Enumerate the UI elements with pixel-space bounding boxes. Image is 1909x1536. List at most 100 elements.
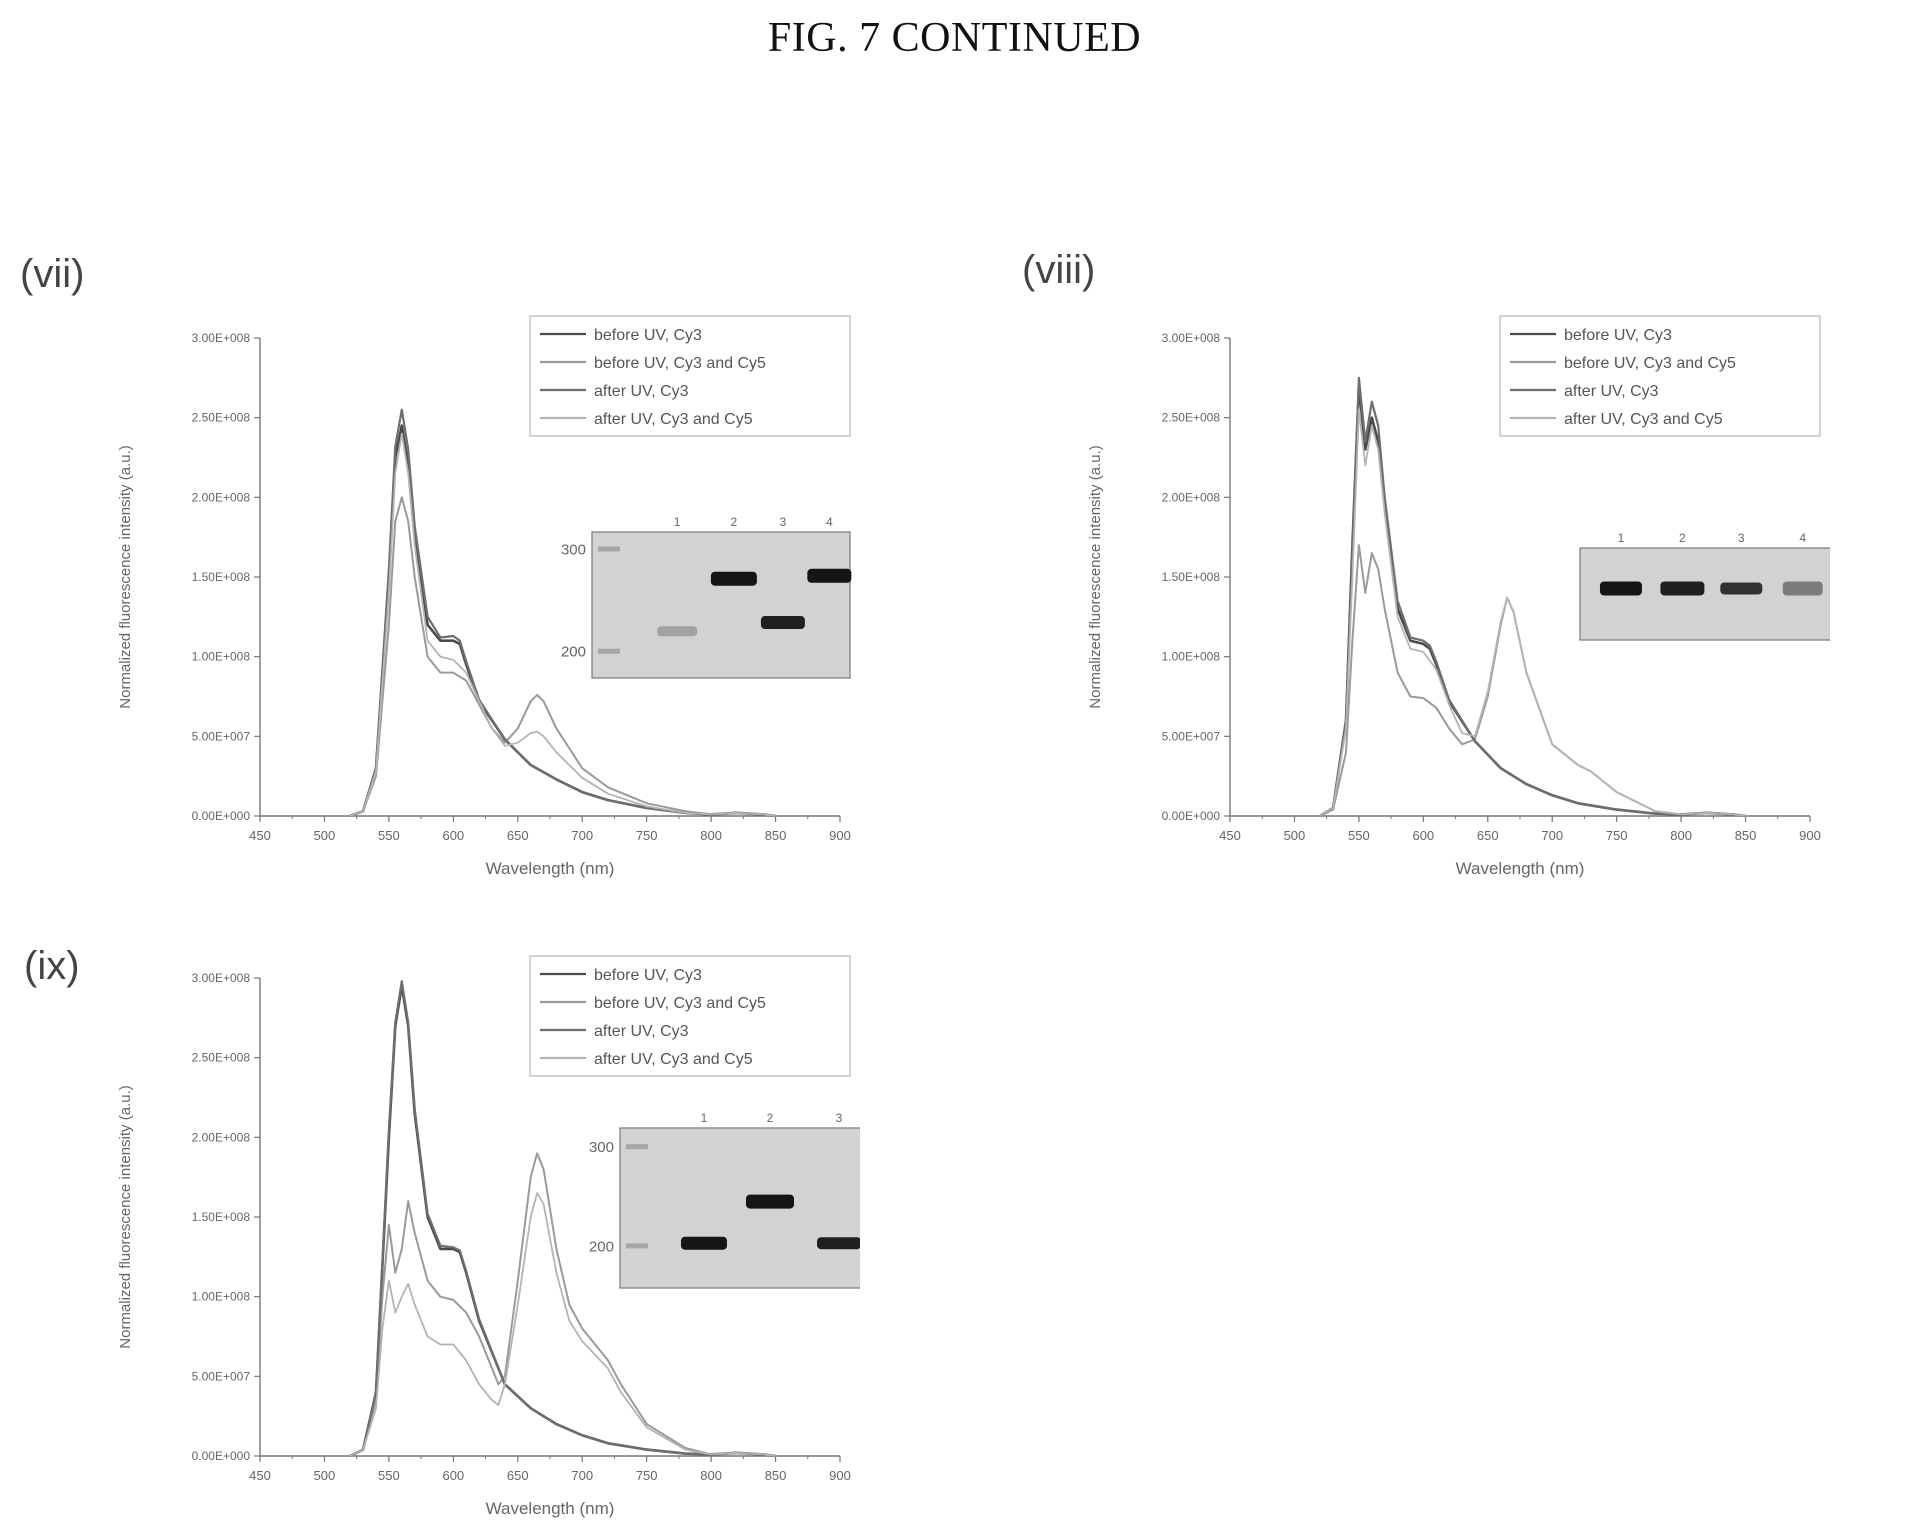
figure-title: FIG. 7 CONTINUED xyxy=(767,15,1142,61)
gel-band xyxy=(807,568,852,583)
y-tick-label: 2.00E+008 xyxy=(192,1130,251,1144)
legend-entry: before UV, Cy3 xyxy=(594,967,702,984)
gel-lane-label: 2 xyxy=(731,515,738,529)
x-tick-label: 700 xyxy=(571,1468,593,1483)
gel-lane-label: 1 xyxy=(1618,531,1625,545)
legend-entry: after UV, Cy3 xyxy=(1564,383,1659,400)
legend-entry: before UV, Cy3 and Cy5 xyxy=(1564,355,1736,372)
y-tick-label: 3.00E+008 xyxy=(192,331,251,345)
x-tick-label: 600 xyxy=(442,828,464,843)
y-tick-label: 5.00E+007 xyxy=(192,1369,251,1383)
legend-entry: before UV, Cy3 and Cy5 xyxy=(594,355,766,372)
series-line xyxy=(1319,408,1746,817)
legend-box xyxy=(529,315,851,437)
x-tick-label: 900 xyxy=(1799,828,1821,843)
panel-label-viii: (viii) xyxy=(1022,248,1096,292)
x-tick-label: 600 xyxy=(442,1468,464,1483)
gel-band xyxy=(710,571,757,586)
y-tick-label: 0.00E+000 xyxy=(192,1449,251,1463)
gel-lane-label: 1 xyxy=(701,1111,708,1125)
x-tick-label: 500 xyxy=(314,1468,336,1483)
legend-box xyxy=(1499,315,1821,437)
x-tick-label: 700 xyxy=(1541,828,1563,843)
x-tick-label: 850 xyxy=(765,828,787,843)
gel-marker-label: 300 xyxy=(561,542,586,559)
gel-marker-band xyxy=(598,648,620,654)
y-tick-label: 2.00E+008 xyxy=(1162,490,1221,504)
y-tick-label: 0.00E+000 xyxy=(1162,809,1221,823)
gel-marker-label: 200 xyxy=(589,1238,614,1255)
legend-box xyxy=(529,955,851,1077)
gel-band xyxy=(681,1236,727,1250)
y-tick-label: 5.00E+007 xyxy=(192,729,251,743)
x-axis-label: Wavelength (nm) xyxy=(486,1499,615,1518)
series-line xyxy=(349,1152,776,1457)
chart-ix: 450 500 550 600 650 700 750 800 850 900 0.00E+000 5… xyxy=(117,955,860,1518)
gel-band xyxy=(1720,582,1763,595)
gel-marker-label: 300 xyxy=(589,1139,614,1156)
gel-lane-label: 3 xyxy=(1738,531,1745,545)
x-tick-label: 750 xyxy=(1606,828,1628,843)
x-tick-label: 750 xyxy=(636,828,658,843)
gel-band xyxy=(657,626,698,637)
gel-band xyxy=(760,616,805,630)
x-tick-label: 650 xyxy=(507,828,529,843)
panel-label-ix: (ix) xyxy=(24,944,80,988)
y-tick-label: 0.00E+000 xyxy=(192,809,251,823)
x-tick-label: 700 xyxy=(571,828,593,843)
legend-entry: after UV, Cy3 and Cy5 xyxy=(594,411,753,428)
x-tick-label: 600 xyxy=(1412,828,1434,843)
legend-entry: after UV, Cy3 xyxy=(594,1023,689,1040)
y-tick-label: 5.00E+007 xyxy=(1162,729,1221,743)
y-tick-label: 1.50E+008 xyxy=(192,570,251,584)
x-tick-label: 550 xyxy=(1348,828,1370,843)
x-tick-label: 550 xyxy=(378,1468,400,1483)
x-tick-label: 850 xyxy=(1735,828,1757,843)
x-tick-label: 500 xyxy=(314,828,336,843)
gel-marker-label: 200 xyxy=(561,644,586,661)
series-line xyxy=(349,496,776,817)
legend-entry: before UV, Cy3 xyxy=(594,327,702,344)
gel-lane-label: 1 xyxy=(674,515,681,529)
gel-lane-label: 4 xyxy=(1799,531,1806,545)
series-line xyxy=(1319,376,1746,818)
gel-band xyxy=(1660,581,1705,596)
x-tick-label: 650 xyxy=(1477,828,1499,843)
y-axis-label: Normalized fluorescence intensity (a.u.) xyxy=(117,445,134,708)
y-axis-label: Normalized fluorescence intensity (a.u.) xyxy=(1087,445,1104,708)
x-tick-label: 550 xyxy=(378,828,400,843)
chart-viii: 450 500 550 600 650 700 750 800 850 900 0.00E+000 5… xyxy=(1087,315,1830,878)
series-line xyxy=(349,1192,776,1457)
x-tick-label: 450 xyxy=(249,1468,271,1483)
x-tick-label: 800 xyxy=(700,828,722,843)
y-tick-label: 2.50E+008 xyxy=(1162,411,1221,425)
legend-entry: before UV, Cy3 and Cy5 xyxy=(594,995,766,1012)
legend-entry: after UV, Cy3 and Cy5 xyxy=(594,1051,753,1068)
y-tick-label: 1.50E+008 xyxy=(192,1210,251,1224)
y-tick-label: 3.00E+008 xyxy=(192,971,251,985)
y-axis-label: Normalized fluorescence intensity (a.u.) xyxy=(117,1085,134,1348)
gel-band xyxy=(1599,581,1642,596)
x-tick-label: 900 xyxy=(829,1468,851,1483)
chart-vii: 450 500 550 600 650 700 750 800 850 900 0.00E+000 5… xyxy=(117,315,852,878)
legend-entry: after UV, Cy3 xyxy=(594,383,689,400)
y-tick-label: 1.00E+008 xyxy=(1162,650,1221,664)
gel-lane-label: 2 xyxy=(1679,531,1686,545)
x-tick-label: 800 xyxy=(700,1468,722,1483)
legend-entry: after UV, Cy3 and Cy5 xyxy=(1564,411,1723,428)
y-tick-label: 2.50E+008 xyxy=(192,1051,251,1065)
x-axis-label: Wavelength (nm) xyxy=(486,859,615,878)
gel-lane-label: 3 xyxy=(780,515,787,529)
x-tick-label: 450 xyxy=(249,828,271,843)
gel-band xyxy=(746,1194,794,1209)
gel-lane-label: 2 xyxy=(767,1111,774,1125)
gel-band xyxy=(817,1237,860,1250)
gel-lane-label: 3 xyxy=(836,1111,843,1125)
series-line xyxy=(349,980,776,1458)
panel-label-vii: (vii) xyxy=(20,252,85,296)
gel-inset xyxy=(619,1127,860,1289)
y-tick-label: 2.50E+008 xyxy=(192,411,251,425)
x-tick-label: 850 xyxy=(765,1468,787,1483)
y-tick-label: 2.00E+008 xyxy=(192,490,251,504)
x-tick-label: 450 xyxy=(1219,828,1241,843)
